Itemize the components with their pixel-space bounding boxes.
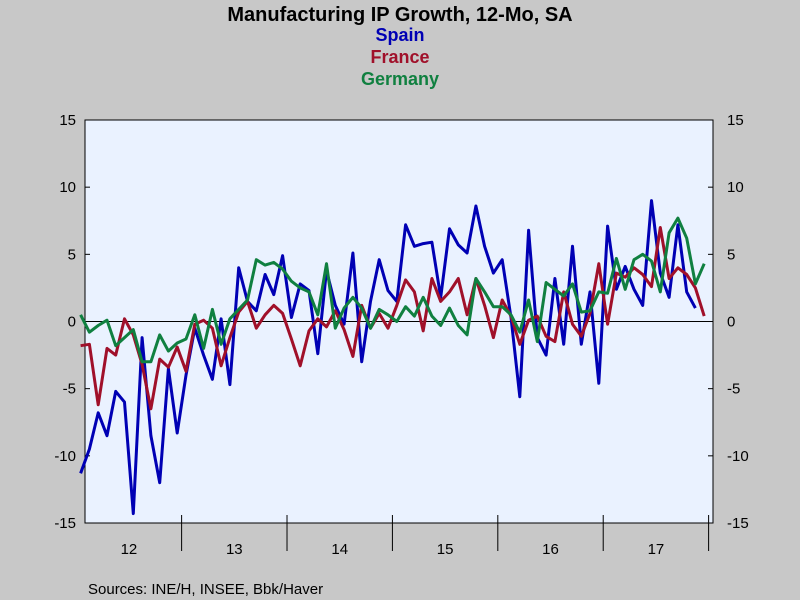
x-tick-label: 12 [121,541,138,558]
series-layer [79,199,706,516]
x-axis: 12 13 14 15 16 17 [121,515,710,558]
y-tick-label-right: 10 [727,179,744,196]
y-tick-label-right: 5 [727,246,735,263]
legend-entry-spain: Spain [375,25,424,45]
series-line-spain [79,199,697,516]
legend-entry-france: France [370,47,429,67]
x-tick-label: 17 [648,541,665,558]
y-tick-label-right: 15 [727,112,744,129]
legend-entry-germany: Germany [361,69,439,89]
source-note: Sources: INE/H, INSEE, Bbk/Haver [88,581,323,598]
y-axis-right: 15 10 5 0 -5 -10 -15 [708,112,749,532]
y-tick-label-left: -5 [63,381,76,398]
x-tick-label: 13 [226,541,243,558]
y-tick-label-right: -10 [727,448,749,465]
x-tick-label: 16 [542,541,559,558]
y-tick-label-left: 0 [68,314,76,331]
y-tick-label-right: -15 [727,515,749,532]
y-tick-label-right: -5 [727,381,740,398]
x-tick-label: 14 [331,541,348,558]
series-line-germany [79,216,706,364]
y-tick-label-left: -10 [54,448,76,465]
y-tick-label-left: 5 [68,246,76,263]
y-tick-label-left: 10 [59,179,76,196]
y-axis-left: 15 10 5 0 -5 -10 -15 [54,112,90,532]
y-tick-label-left: -15 [54,515,76,532]
y-tick-label-left: 15 [59,112,76,129]
chart-title: Manufacturing IP Growth, 12-Mo, SA [227,4,572,26]
y-tick-label-right: 0 [727,314,735,331]
x-tick-label: 15 [437,541,454,558]
